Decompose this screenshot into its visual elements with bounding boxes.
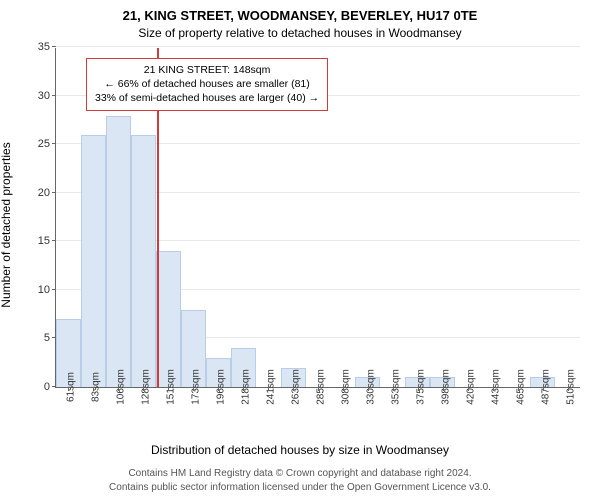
bar-slot: 61sqm [56, 48, 81, 387]
x-tick-mark [193, 387, 194, 391]
annotation-line1: 21 KING STREET: 148sqm [95, 63, 319, 77]
x-tick-mark [543, 387, 544, 391]
x-axis-label: Distribution of detached houses by size … [0, 443, 600, 457]
x-tick-mark [293, 387, 294, 391]
footer-line1: Contains HM Land Registry data © Crown c… [0, 467, 600, 481]
x-tick-mark [568, 387, 569, 391]
chart-subtitle: Size of property relative to detached ho… [0, 26, 600, 40]
y-axis-label: Number of detached properties [0, 55, 13, 395]
x-tick-mark [243, 387, 244, 391]
x-tick-mark [468, 387, 469, 391]
x-tick-mark [443, 387, 444, 391]
x-tick-mark [168, 387, 169, 391]
x-tick-mark [143, 387, 144, 391]
bar-slot: 375sqm [405, 48, 430, 387]
annotation-line2: ← 66% of detached houses are smaller (81… [95, 77, 319, 91]
chart-title: 21, KING STREET, WOODMANSEY, BEVERLEY, H… [0, 8, 600, 23]
bar-slot: 465sqm [505, 48, 530, 387]
x-tick-mark [218, 387, 219, 391]
bar [106, 116, 131, 387]
gridline [56, 46, 580, 47]
x-tick-mark [393, 387, 394, 391]
bar-slot: 487sqm [530, 48, 555, 387]
bar-slot: 353sqm [380, 48, 405, 387]
y-tick-mark [52, 192, 56, 193]
x-tick-mark [518, 387, 519, 391]
footer-line2: Contains public sector information licen… [0, 481, 600, 495]
y-tick-mark [52, 240, 56, 241]
y-tick-label: 10 [38, 284, 56, 296]
x-tick-mark [343, 387, 344, 391]
bar [156, 251, 181, 387]
y-tick-label: 15 [38, 235, 56, 247]
x-tick-mark [93, 387, 94, 391]
y-tick-label: 0 [44, 381, 56, 393]
bar-slot: 330sqm [355, 48, 380, 387]
x-tick-mark [493, 387, 494, 391]
bar-slot: 420sqm [455, 48, 480, 387]
y-tick-mark [52, 289, 56, 290]
y-tick-mark [52, 95, 56, 96]
x-tick-mark [318, 387, 319, 391]
y-tick-mark [52, 337, 56, 338]
bar-slot: 398sqm [430, 48, 455, 387]
plot-area: 61sqm83sqm106sqm128sqm151sqm173sqm196sqm… [55, 48, 580, 388]
annotation-box: 21 KING STREET: 148sqm ← 66% of detached… [86, 58, 328, 111]
annotation-line3: 33% of semi-detached houses are larger (… [95, 91, 319, 105]
y-tick-mark [52, 386, 56, 387]
y-tick-label: 35 [38, 41, 56, 53]
chart-container: 21, KING STREET, WOODMANSEY, BEVERLEY, H… [0, 0, 600, 500]
y-tick-label: 30 [38, 90, 56, 102]
x-tick-mark [268, 387, 269, 391]
x-tick-mark [118, 387, 119, 391]
bar-slot: 308sqm [330, 48, 355, 387]
y-tick-label: 25 [38, 138, 56, 150]
y-tick-label: 20 [38, 187, 56, 199]
y-tick-mark [52, 143, 56, 144]
y-tick-label: 5 [44, 332, 56, 344]
y-tick-mark [52, 46, 56, 47]
x-tick-mark [68, 387, 69, 391]
x-tick-mark [368, 387, 369, 391]
bar-slot: 443sqm [480, 48, 505, 387]
bar [131, 135, 156, 387]
bar-slot: 510sqm [555, 48, 580, 387]
x-tick-mark [418, 387, 419, 391]
bar [81, 135, 106, 387]
footer-attribution: Contains HM Land Registry data © Crown c… [0, 467, 600, 494]
